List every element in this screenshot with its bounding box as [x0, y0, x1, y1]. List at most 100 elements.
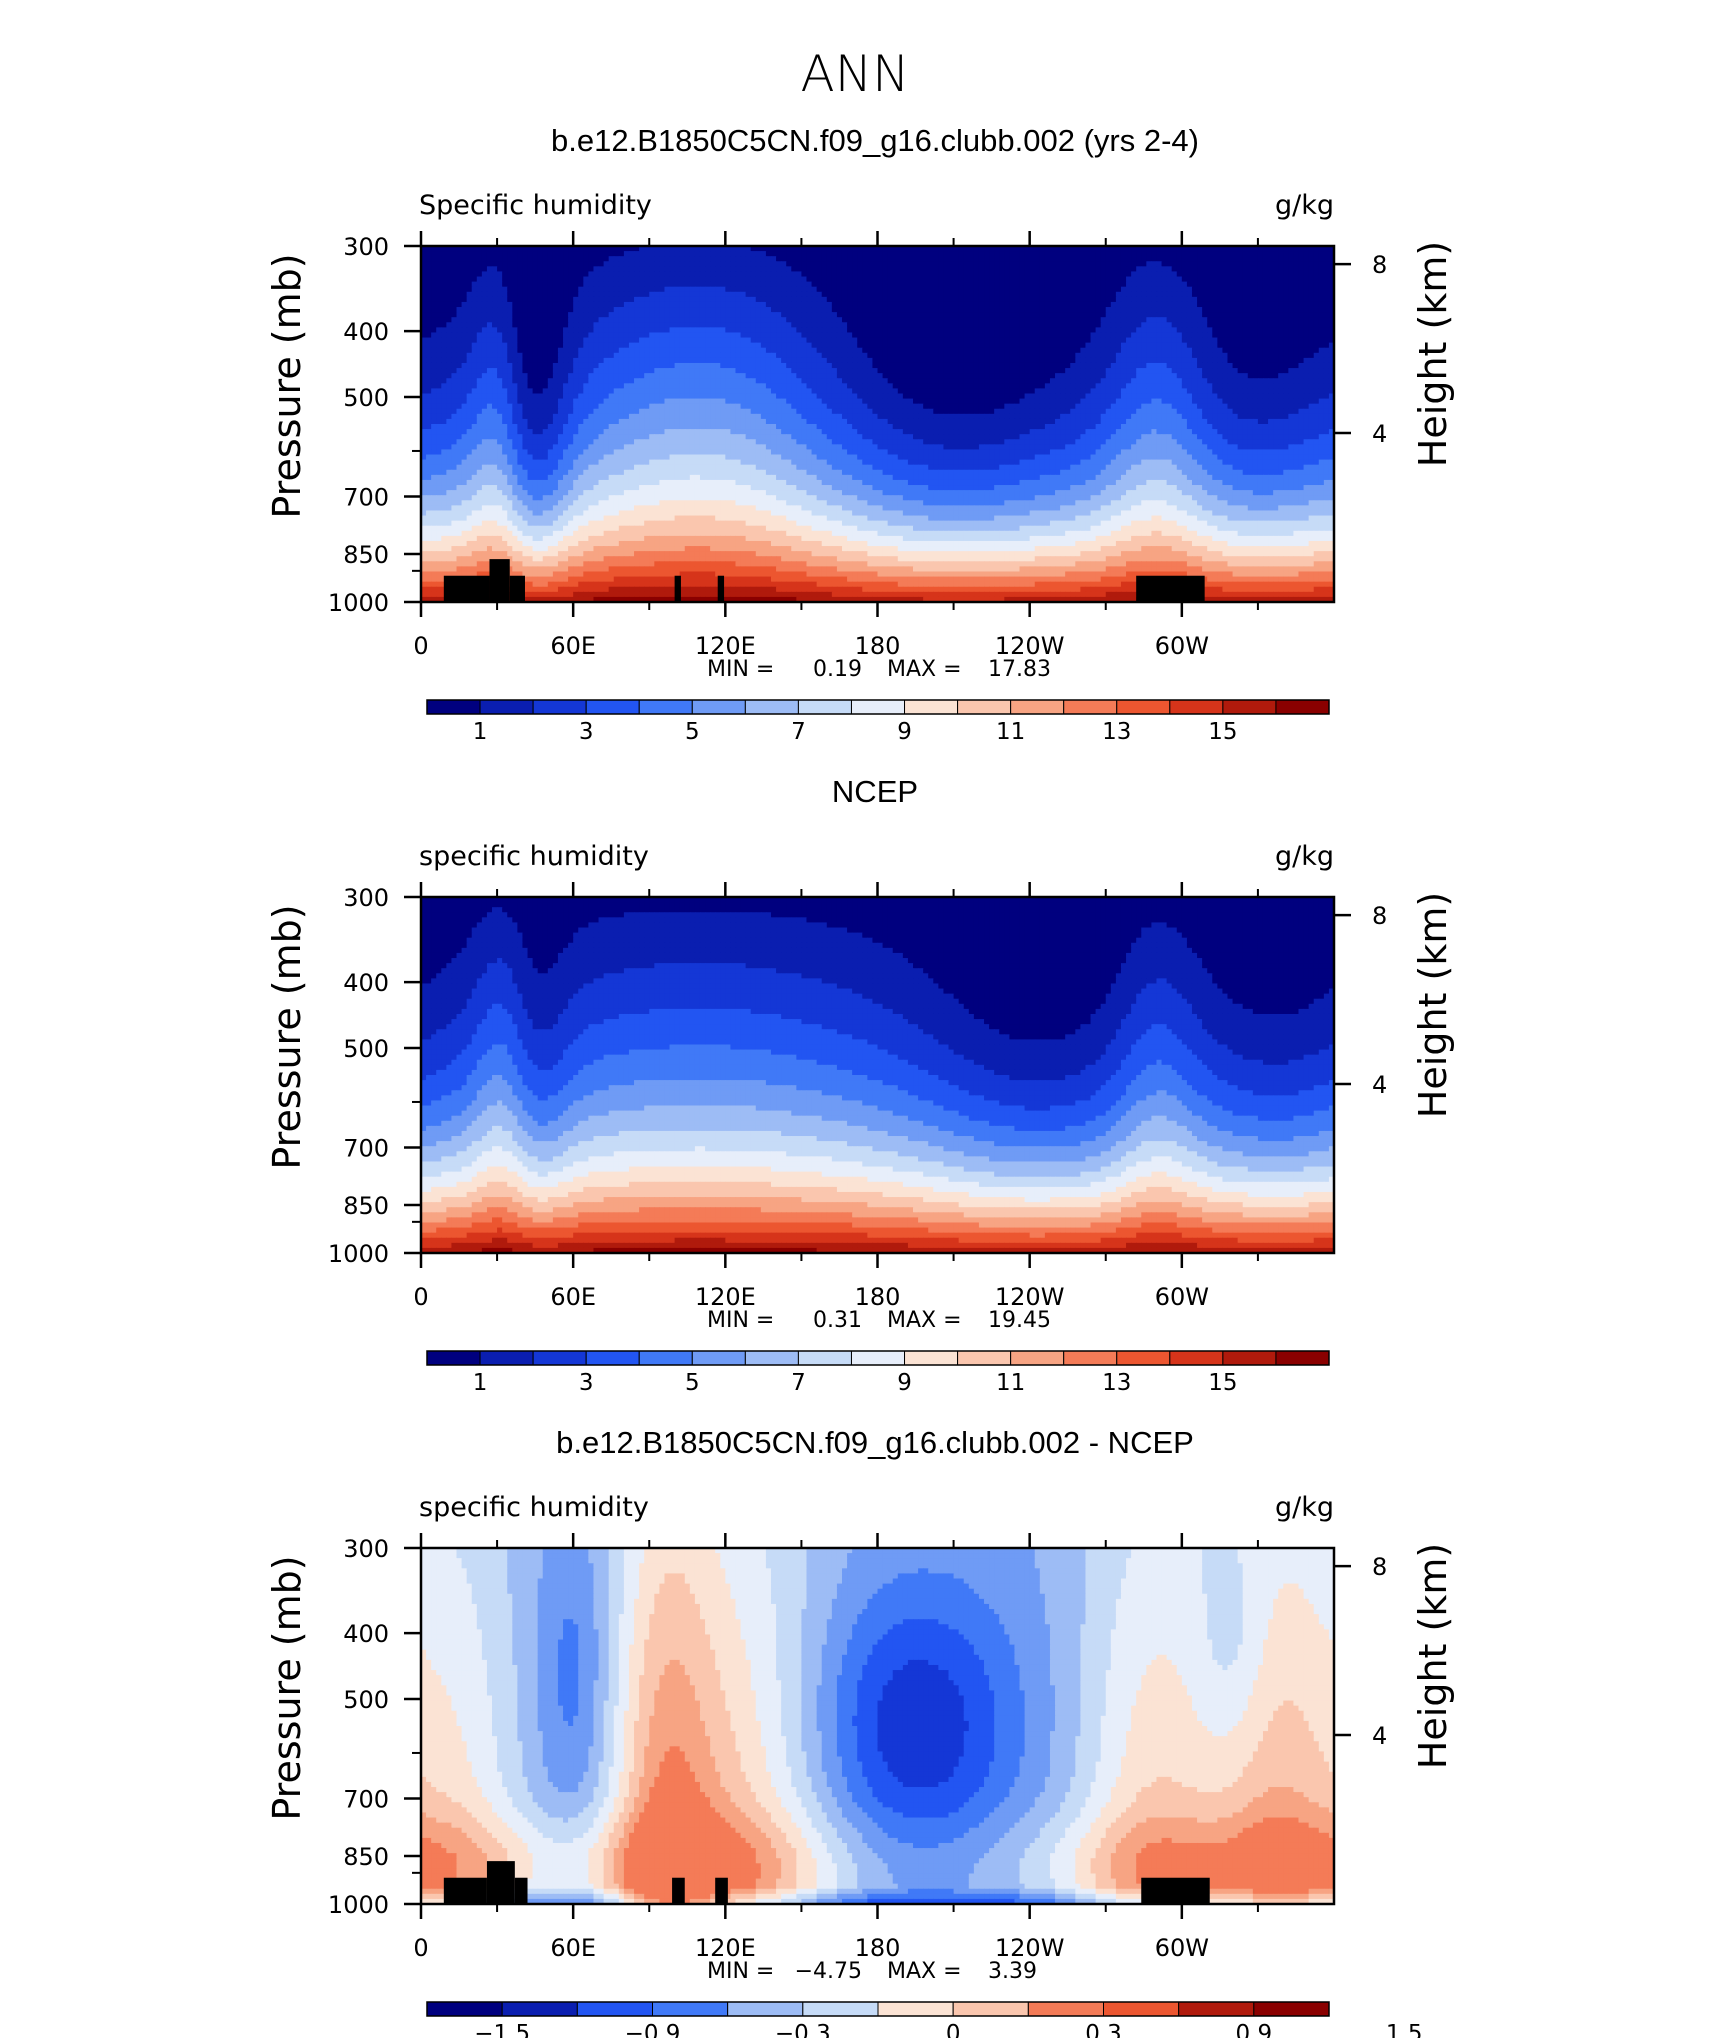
colorbar-box — [744, 1350, 799, 1366]
colorbar-box — [638, 1350, 693, 1366]
x-tick-label: 60E — [550, 632, 596, 660]
colorbar-frame — [426, 1350, 1330, 1366]
colorbar-label: 1.5 — [1386, 2021, 1423, 2038]
variable-label: specific humidity — [419, 1492, 649, 1523]
x-tick-label: 180 — [855, 1934, 901, 1962]
min-value: 0.19 — [813, 657, 862, 682]
colorbar-label: 3 — [579, 1370, 594, 1396]
colorbar-box — [957, 1350, 1012, 1366]
colorbar-box — [877, 2001, 954, 2017]
y-tick-label: 700 — [343, 1135, 389, 1163]
colorbar-label: −1.5 — [474, 2021, 530, 2038]
max-value: 17.83 — [988, 657, 1051, 682]
y-tick-label: 500 — [343, 384, 389, 412]
height-tick-label: 8 — [1372, 902, 1387, 930]
colorbar-box — [850, 1350, 906, 1366]
panel-difference: b.e12.B1850C5CN.f09_g16.clubb.002 - NCEP… — [265, 1425, 1455, 2038]
colorbar-box — [1275, 699, 1330, 715]
x-tick-label: 60W — [1155, 1934, 1209, 1962]
y-tick-label: 700 — [343, 1786, 389, 1814]
panel-title: b.e12.B1850C5CN.f09_g16.clubb.002 (yrs 2… — [551, 123, 1199, 158]
colorbar-box — [638, 699, 693, 715]
colorbar-box — [952, 2001, 1029, 2017]
y-tick-label: 400 — [343, 969, 389, 997]
panel-model: b.e12.B1850C5CN.f09_g16.clubb.002 (yrs 2… — [265, 123, 1455, 745]
terrain-mask — [443, 1877, 487, 1904]
colorbar-box — [727, 2001, 804, 2017]
colorbar-box — [1178, 2001, 1255, 2017]
colorbar-box — [1027, 2001, 1105, 2017]
x-tick-label: 180 — [855, 632, 901, 660]
x-tick-label: 120W — [995, 1934, 1065, 1962]
colorbar-box — [904, 1350, 959, 1366]
y-axis-title-right: Height (km) — [1411, 892, 1455, 1118]
colorbar-box — [1169, 699, 1224, 715]
y-tick-label: 300 — [343, 1535, 389, 1563]
colorbar-label: 13 — [1102, 1370, 1131, 1396]
y-axis-title: Pressure (mb) — [265, 253, 309, 518]
colorbar: 1 3 5 7 9 11 13 15 — [426, 699, 1330, 745]
height-tick-label: 4 — [1372, 1071, 1387, 1099]
colorbar-frame — [426, 699, 1330, 715]
colorbar-box — [585, 1350, 640, 1366]
variable-label: specific humidity — [419, 841, 649, 872]
colorbar-label: 0 — [946, 2021, 961, 2038]
colorbar-box — [1063, 1350, 1118, 1366]
x-tick-label: 120E — [695, 632, 756, 660]
units-label: g/kg — [1275, 841, 1334, 872]
y-axis-title-right: Height (km) — [1411, 241, 1455, 467]
contour-field — [421, 246, 1335, 603]
terrain-mask — [486, 1861, 515, 1904]
colorbar-box — [744, 699, 799, 715]
contour-field — [421, 1548, 1335, 1905]
colorbar-box — [426, 1350, 481, 1366]
colorbar-box — [904, 699, 959, 715]
colorbar-box — [426, 699, 481, 715]
x-tick-label: 120W — [995, 1283, 1065, 1311]
colorbar: −1.5 −0.9 −0.3 0 0.3 0.9 1.5 — [426, 2001, 1423, 2038]
y-tick-label: 300 — [343, 884, 389, 912]
terrain-mask — [514, 1877, 528, 1904]
x-tick-label: 0 — [413, 1283, 428, 1311]
y-tick-label: 700 — [343, 484, 389, 512]
x-tick-label: 0 — [413, 632, 428, 660]
colorbar-box — [797, 699, 852, 715]
y-tick-label: 850 — [343, 1843, 389, 1871]
colorbar-box — [1116, 1350, 1171, 1366]
colorbar-frame — [426, 2001, 1330, 2017]
y-tick-label: 500 — [343, 1035, 389, 1063]
terrain-mask — [489, 559, 510, 602]
y-tick-label: 500 — [343, 1686, 389, 1714]
max-value: 19.45 — [988, 1308, 1051, 1333]
colorbar-box — [850, 699, 906, 715]
min-value: −4.75 — [795, 1959, 862, 1984]
colorbar-box — [1222, 1350, 1277, 1366]
y-tick-label: 300 — [343, 233, 389, 261]
colorbar-label: 7 — [791, 719, 806, 745]
terrain-mask — [1141, 1877, 1210, 1904]
colorbar-label: 1 — [473, 1370, 488, 1396]
x-tick-label: 120E — [695, 1283, 756, 1311]
y-tick-label: 400 — [343, 318, 389, 346]
colorbar: 1 3 5 7 9 11 13 15 — [426, 1350, 1330, 1396]
colorbar-box — [1116, 699, 1171, 715]
units-label: g/kg — [1275, 190, 1334, 221]
max-label: MAX = — [887, 1308, 962, 1333]
colorbar-box — [1063, 699, 1118, 715]
figure-title: ANN — [800, 45, 909, 103]
x-tick-label: 120W — [995, 632, 1065, 660]
colorbar-label: 1 — [473, 719, 488, 745]
units-label: g/kg — [1275, 1492, 1334, 1523]
terrain-mask — [509, 575, 525, 602]
y-axis-title-right: Height (km) — [1411, 1543, 1455, 1769]
y-axis-title: Pressure (mb) — [265, 904, 309, 1169]
colorbar-box — [1275, 1350, 1330, 1366]
colorbar-label: 5 — [685, 719, 700, 745]
colorbar-box — [797, 1350, 852, 1366]
x-tick-label: 60W — [1155, 632, 1209, 660]
height-tick-label: 8 — [1372, 1553, 1387, 1581]
terrain-mask — [672, 1877, 685, 1904]
y-tick-label: 1000 — [328, 1891, 389, 1919]
x-tick-label: 60E — [550, 1283, 596, 1311]
colorbar-box — [1222, 699, 1277, 715]
